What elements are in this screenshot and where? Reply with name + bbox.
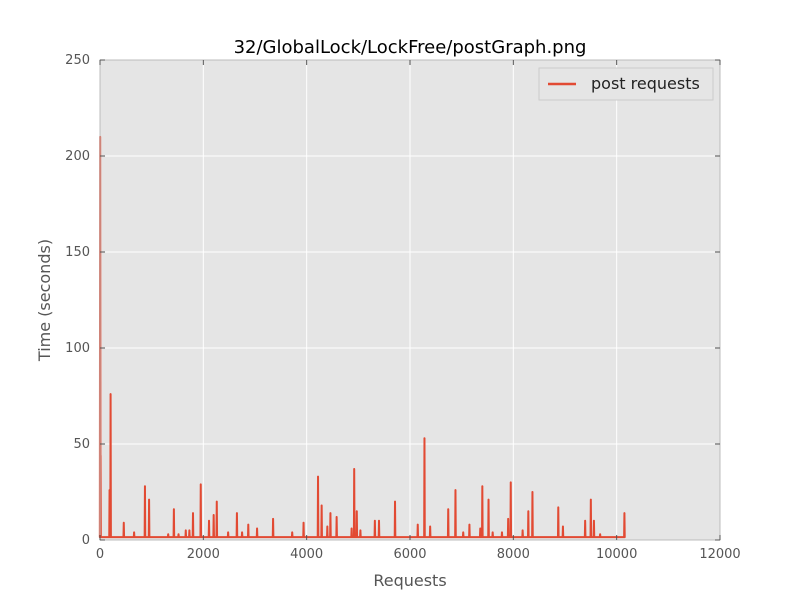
y-tick-label: 100 (65, 341, 90, 356)
data-point (272, 518, 274, 520)
x-tick-label: 0 (96, 547, 104, 562)
data-point (584, 520, 586, 522)
data-point (188, 529, 191, 532)
data-point (479, 527, 482, 530)
data-point (192, 512, 194, 514)
data-point (326, 525, 329, 528)
data-point (593, 520, 595, 522)
data-point (429, 525, 431, 528)
data-point (454, 489, 457, 491)
data-point (590, 498, 592, 501)
data-point (291, 531, 294, 534)
data-point (481, 485, 484, 488)
data-point (355, 510, 358, 512)
data-point (394, 500, 396, 503)
data-point (227, 531, 229, 534)
x-tick-label: 12000 (699, 547, 740, 562)
data-point (335, 516, 338, 518)
data-point (527, 510, 530, 512)
data-point (247, 523, 250, 526)
x-tick-label: 4000 (290, 547, 323, 562)
data-point (507, 518, 509, 520)
data-point (531, 491, 534, 493)
data-point (173, 508, 175, 511)
tick-layer: 0 2000 4000 6000 8000 10000 12000 0 50 100 150 200 2… (65, 53, 741, 562)
data-point (208, 520, 210, 522)
data-point (133, 531, 135, 534)
data-point (491, 531, 494, 534)
data-point (599, 533, 601, 536)
data-point (256, 527, 258, 530)
x-tick-label: 6000 (393, 547, 426, 562)
data-point (320, 504, 323, 507)
data-point (509, 481, 512, 484)
data-point (109, 393, 112, 395)
data-point (148, 498, 150, 501)
x-tick-label: 8000 (497, 547, 530, 562)
y-tick-label: 0 (82, 533, 90, 548)
series-line-post-requests (98, 135, 626, 539)
chart-title: 32/GlobalLock/LockFree/postGraph.png (234, 37, 587, 58)
data-point (212, 514, 215, 516)
x-axis-label: Requests (373, 571, 446, 590)
data-point (501, 531, 503, 534)
series-layer (98, 135, 626, 539)
data-point (462, 531, 465, 534)
data-point (447, 508, 450, 511)
data-point (122, 521, 125, 524)
data-point (487, 498, 490, 501)
data-point (468, 523, 471, 526)
data-point (350, 527, 353, 530)
data-point (108, 489, 111, 491)
data-point (359, 529, 362, 532)
data-point (184, 529, 187, 532)
data-point (302, 521, 305, 524)
y-axis-label: Time (seconds) (35, 239, 54, 362)
data-point (423, 437, 426, 440)
data-point (144, 485, 146, 488)
y-tick-label: 250 (65, 53, 90, 68)
data-point (241, 531, 243, 534)
data-point (623, 512, 626, 514)
data-point (317, 475, 319, 478)
data-point (329, 512, 332, 514)
y-tick-label: 50 (73, 437, 90, 452)
data-point (416, 523, 419, 526)
data-point (236, 512, 238, 514)
y-tick-label: 150 (65, 245, 90, 260)
data-point (557, 506, 560, 509)
legend-label: post requests (591, 74, 700, 93)
data-point (199, 483, 202, 486)
x-tick-label: 10000 (596, 547, 637, 562)
data-point (378, 520, 380, 522)
data-point (215, 500, 218, 503)
data-point (353, 468, 356, 470)
data-point (521, 529, 524, 532)
data-point (177, 533, 180, 536)
y-tick-label: 200 (65, 149, 90, 164)
legend: post requests (538, 67, 714, 101)
data-point (374, 520, 376, 522)
x-tick-label: 2000 (187, 547, 220, 562)
data-point (167, 533, 169, 536)
data-point (562, 525, 564, 528)
